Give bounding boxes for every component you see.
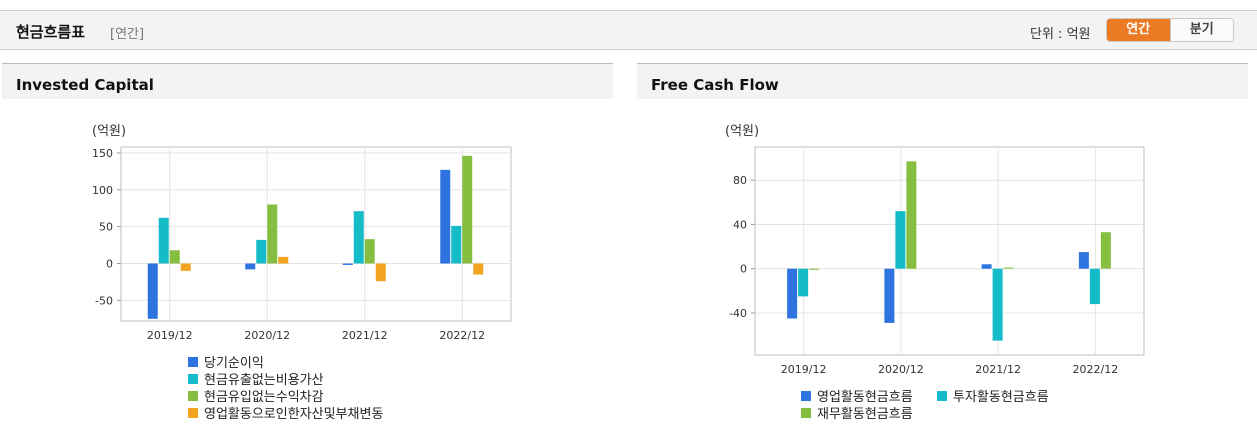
quarter-button[interactable]: 분기 bbox=[1169, 19, 1233, 41]
bar bbox=[440, 169, 451, 264]
y-tick-label: 100 bbox=[92, 184, 113, 197]
bar bbox=[158, 217, 169, 264]
legend-swatch bbox=[188, 408, 198, 418]
bar bbox=[278, 256, 289, 264]
x-tick-label: 2019/12 bbox=[781, 363, 827, 376]
legend-swatch bbox=[188, 391, 198, 401]
legend-label: 현금유출없는비용가산 bbox=[204, 373, 324, 388]
annual-button[interactable]: 연간 bbox=[1107, 19, 1170, 41]
bar bbox=[375, 263, 386, 282]
period-toggle: 연간 분기 bbox=[1106, 18, 1234, 42]
legend-label: 투자활동현금흐름 bbox=[953, 390, 1049, 405]
period-tag: [연간] bbox=[110, 27, 145, 42]
y-unit-label: (억원) bbox=[92, 124, 126, 139]
bar bbox=[895, 211, 906, 269]
legend-swatch bbox=[801, 391, 811, 401]
bar bbox=[180, 263, 191, 271]
bar bbox=[906, 161, 917, 269]
y-tick-label: 50 bbox=[99, 221, 113, 234]
x-tick-label: 2020/12 bbox=[244, 329, 290, 342]
bar bbox=[245, 263, 256, 270]
bar bbox=[451, 225, 462, 264]
bar bbox=[1078, 252, 1089, 269]
invested-capital-chart: (억원) 150 100 50 0 -50 2019/12 2020/12 2021/12 202… bbox=[92, 124, 512, 422]
legend-swatch bbox=[188, 357, 198, 367]
y-tick-label: 150 bbox=[92, 147, 113, 160]
y-tick-label: 40 bbox=[733, 218, 747, 231]
x-tick-label: 2022/12 bbox=[439, 329, 485, 342]
panel-header: Invested Capital bbox=[2, 63, 613, 99]
panel-header: Free Cash Flow bbox=[637, 63, 1248, 99]
y-tick-label: 0 bbox=[740, 263, 747, 276]
bar bbox=[473, 263, 484, 275]
bar bbox=[1089, 268, 1100, 305]
bar bbox=[267, 204, 278, 264]
x-tick-label: 2022/12 bbox=[1073, 363, 1119, 376]
unit-label: 단위 : 억원 bbox=[1030, 27, 1091, 42]
legend-swatch bbox=[937, 391, 947, 401]
legend-swatch bbox=[801, 408, 811, 418]
bar bbox=[353, 211, 364, 264]
bar bbox=[147, 263, 158, 319]
legend-label: 현금유입없는수익차감 bbox=[204, 390, 324, 405]
y-tick-label: -40 bbox=[729, 307, 747, 320]
x-tick-label: 2020/12 bbox=[878, 363, 924, 376]
x-tick-label: 2019/12 bbox=[147, 329, 193, 342]
bar bbox=[787, 268, 798, 319]
y-tick-label: -50 bbox=[95, 294, 113, 307]
bar bbox=[809, 268, 820, 270]
bar bbox=[256, 239, 267, 264]
legend-swatch bbox=[188, 374, 198, 384]
invested-capital-panel: Invested Capital (억원) 150 100 50 0 -50 2019/12… bbox=[2, 63, 613, 436]
legend-label: 영업활동현금흐름 bbox=[817, 390, 913, 405]
panel-title: Free Cash Flow bbox=[651, 76, 779, 94]
bar bbox=[798, 268, 809, 297]
panel-title: Invested Capital bbox=[16, 76, 154, 94]
bar bbox=[1003, 267, 1014, 269]
free-cash-flow-chart: (억원) 80 40 0 -40 2019/12 2020/12 2021/12 2022/12… bbox=[725, 124, 1145, 422]
x-tick-label: 2021/12 bbox=[975, 363, 1021, 376]
legend-label: 당기순이익 bbox=[204, 356, 264, 371]
bar bbox=[342, 263, 353, 265]
section-title: 현금흐름표 bbox=[16, 23, 86, 41]
bar bbox=[1100, 232, 1111, 269]
bar bbox=[169, 250, 180, 264]
x-tick-label: 2021/12 bbox=[342, 329, 388, 342]
legend-label: 영업활동으로인한자산및부채변동 bbox=[204, 407, 383, 422]
bar bbox=[992, 268, 1003, 341]
bar bbox=[884, 268, 895, 323]
y-unit-label: (억원) bbox=[725, 124, 759, 139]
y-tick-label: 80 bbox=[733, 174, 747, 187]
plot-frame bbox=[754, 146, 1145, 356]
bar bbox=[981, 264, 992, 269]
bar bbox=[462, 155, 473, 264]
free-cash-flow-panel: Free Cash Flow (억원) 80 40 0 -40 2019/12 2020/1… bbox=[637, 63, 1248, 436]
bar bbox=[364, 239, 375, 264]
y-tick-label: 0 bbox=[106, 257, 113, 270]
legend-label: 재무활동현금흐름 bbox=[817, 407, 913, 422]
section-header: 현금흐름표 [연간] 단위 : 억원 연간 분기 bbox=[0, 10, 1257, 50]
